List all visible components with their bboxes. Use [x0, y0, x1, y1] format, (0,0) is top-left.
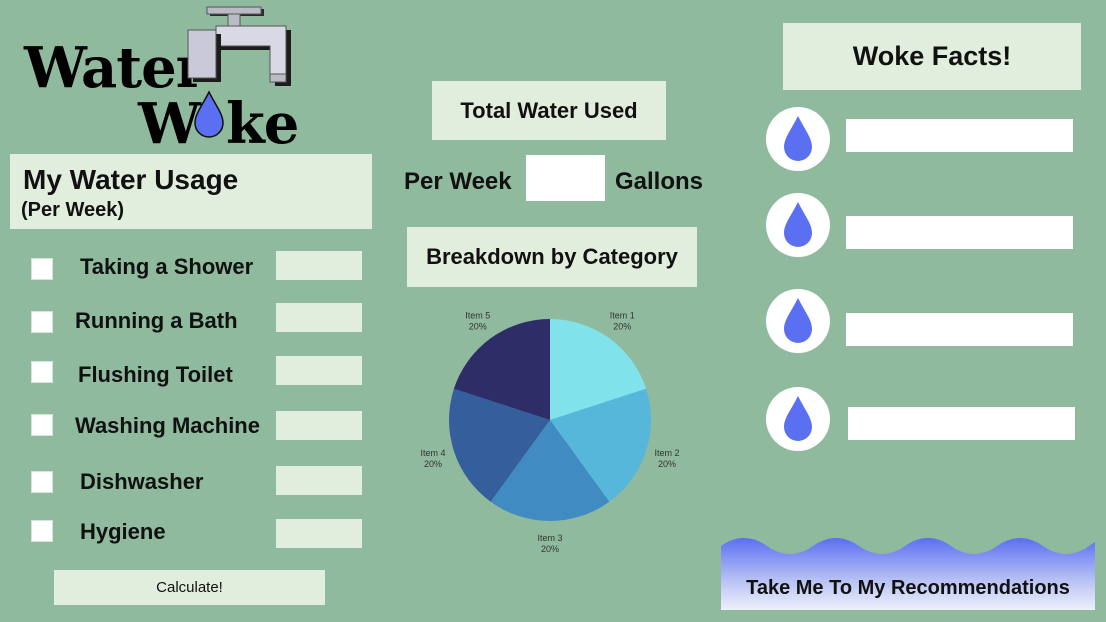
- toilet-label: Flushing Toilet: [78, 362, 233, 387]
- pie-slice-5: [453, 319, 550, 420]
- total-water-title: Total Water Used: [432, 81, 666, 140]
- breakdown-title: Breakdown by Category: [407, 227, 697, 287]
- fact-text-1: [846, 119, 1073, 152]
- shower-checkbox[interactable]: [31, 258, 53, 280]
- pie-label-1: Item 1: [610, 310, 635, 320]
- hygiene-amount-input[interactable]: [276, 519, 362, 548]
- fact-text-4: [848, 407, 1075, 440]
- per-week-label: Per Week: [404, 168, 512, 195]
- bath-checkbox[interactable]: [31, 311, 53, 333]
- usage-header: My Water Usage (Per Week): [10, 154, 372, 229]
- recommendations-button[interactable]: Take Me To My Recommendations: [721, 534, 1095, 610]
- pie-slice-1: [550, 319, 647, 420]
- toilet-amount-input[interactable]: [276, 356, 362, 385]
- hygiene-checkbox[interactable]: [31, 520, 53, 542]
- pie-label-4: Item 4: [421, 448, 446, 458]
- fact-drop-badge: [766, 193, 830, 257]
- pie-label-5: Item 5: [465, 310, 490, 320]
- usage-title: My Water Usage: [23, 164, 239, 195]
- toilet-checkbox[interactable]: [31, 361, 53, 383]
- calculate-button[interactable]: Calculate!: [54, 570, 325, 605]
- pie-value-label-4: 20%: [424, 459, 442, 469]
- dishwasher-checkbox[interactable]: [31, 471, 53, 493]
- fact-drop-badge: [766, 289, 830, 353]
- fact-drop-badge: [766, 387, 830, 451]
- recommendations-label: Take Me To My Recommendations: [746, 577, 1070, 599]
- washing-machine-amount-input[interactable]: [276, 411, 362, 440]
- fact-drop-badge: [766, 107, 830, 171]
- woke-facts-title: Woke Facts!: [783, 23, 1081, 90]
- pie-value-label-3: 20%: [541, 544, 559, 554]
- bath-label: Running a Bath: [75, 308, 238, 333]
- dishwasher-label: Dishwasher: [80, 469, 204, 494]
- water-drop-icon: [784, 202, 812, 247]
- usage-subtitle: (Per Week): [21, 199, 125, 221]
- total-gallons-field: [526, 155, 605, 201]
- logo-word-woke-ke: ke: [226, 91, 299, 157]
- category-pie-chart: Item 120%Item 220%Item 320%Item 420%Item…: [421, 310, 680, 554]
- logo-word-woke-w: W: [138, 91, 201, 157]
- water-drop-icon: [784, 298, 812, 343]
- pie-slice-2: [550, 388, 651, 502]
- pie-slice-4: [449, 388, 550, 502]
- pie-slice-3: [490, 420, 610, 521]
- shower-label: Taking a Shower: [80, 254, 254, 279]
- shower-amount-input[interactable]: [276, 251, 362, 280]
- pie-label-2: Item 2: [654, 448, 679, 458]
- bath-amount-input[interactable]: [276, 303, 362, 332]
- washing-machine-checkbox[interactable]: [31, 414, 53, 436]
- water-drop-icon: [194, 90, 224, 138]
- pie-label-3: Item 3: [537, 533, 562, 543]
- pie-value-label-1: 20%: [613, 321, 631, 331]
- washing-machine-label: Washing Machine: [75, 413, 260, 438]
- fact-text-3: [846, 313, 1073, 346]
- logo-word-water: Water: [24, 35, 205, 101]
- gallons-label: Gallons: [615, 168, 704, 195]
- pie-value-label-2: 20%: [658, 459, 676, 469]
- water-drop-icon: [784, 396, 812, 441]
- logo: Water W ke: [18, 6, 308, 152]
- dishwasher-amount-input[interactable]: [276, 466, 362, 495]
- faucet-icon: [187, 6, 291, 86]
- pie-value-label-5: 20%: [469, 321, 487, 331]
- hygiene-label: Hygiene: [80, 519, 166, 544]
- wave-background: [721, 538, 1095, 610]
- fact-text-2: [846, 216, 1073, 249]
- water-drop-icon: [784, 116, 812, 161]
